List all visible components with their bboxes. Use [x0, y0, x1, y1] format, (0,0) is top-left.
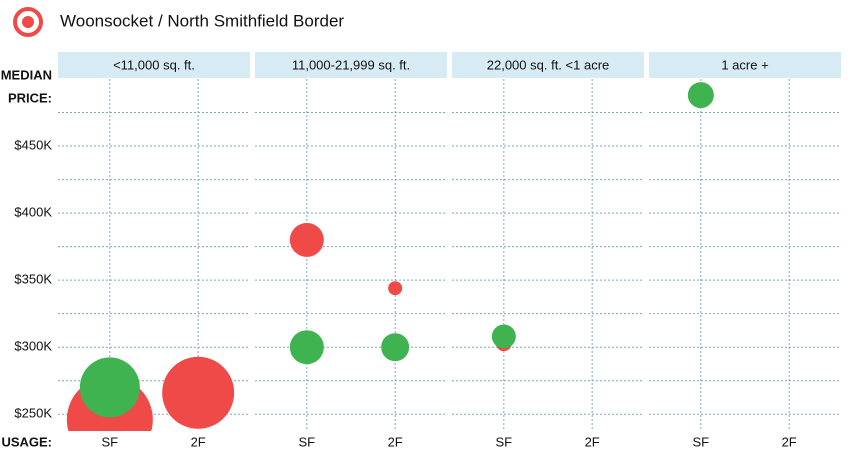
x-tick-label: SF [299, 434, 316, 449]
x-tick-label: 2F [782, 434, 797, 449]
x-tick-label: 2F [585, 434, 600, 449]
x-tick-label: 2F [388, 434, 403, 449]
y-axis-label: MEDIAN [1, 67, 52, 82]
bubble [289, 222, 324, 257]
bubble [381, 333, 410, 362]
x-axis-label: USAGE: [1, 434, 52, 449]
x-tick-label: SF [693, 434, 710, 449]
panel-header [452, 52, 644, 78]
bubble [162, 356, 235, 429]
title-icon [13, 7, 43, 37]
panel-title: 11,000-21,999 sq. ft. [292, 57, 410, 72]
chart-title: Woonsocket / North Smithfield Border [60, 11, 344, 30]
panel-title: 1 acre + [721, 57, 768, 72]
panel-header [58, 52, 250, 78]
y-tick-label: $300K [14, 339, 52, 354]
panel-title: <11,000 sq. ft. [113, 57, 195, 72]
bubble [388, 281, 403, 296]
bubble [491, 324, 516, 349]
bubble [79, 357, 140, 418]
panel-header [649, 52, 841, 78]
y-axis-label: PRICE: [8, 90, 52, 105]
y-tick-label: $250K [14, 406, 52, 421]
title-icon-dot [22, 16, 34, 28]
panel-header [255, 52, 447, 78]
y-tick-label: $400K [14, 205, 52, 220]
x-tick-label: 2F [191, 434, 206, 449]
panel-title: 22,000 sq. ft. <1 acre [487, 57, 610, 72]
x-tick-label: SF [496, 434, 513, 449]
plot-area [66, 82, 714, 431]
y-tick-label: $350K [14, 272, 52, 287]
bubble [687, 82, 714, 109]
x-tick-label: SF [102, 434, 119, 449]
bubble [289, 330, 324, 365]
y-tick-label: $450K [14, 137, 52, 152]
